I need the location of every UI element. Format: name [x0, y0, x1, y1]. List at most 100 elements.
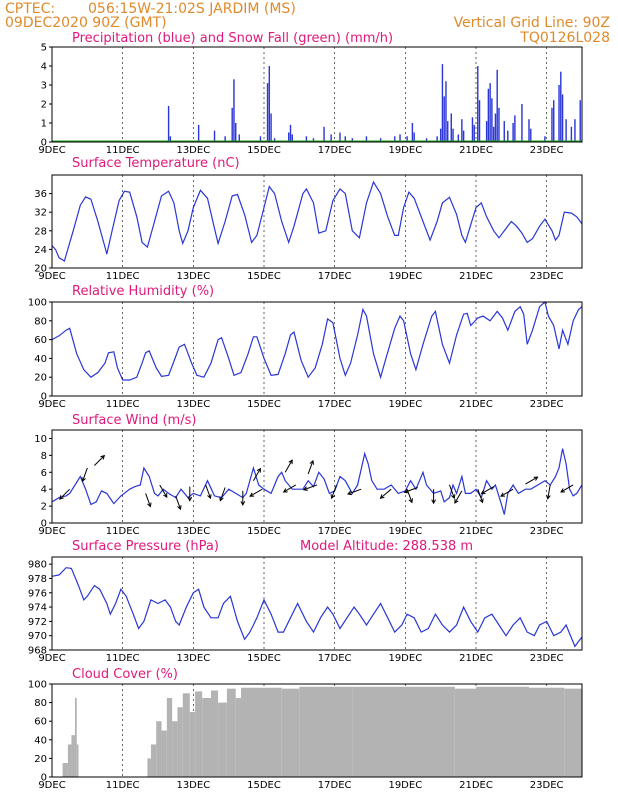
precip-bar — [494, 113, 497, 142]
cloud-ytick-label: 0 — [41, 773, 47, 784]
precip-bar — [213, 130, 216, 142]
temp-xtick-label: 23DEC — [530, 271, 564, 282]
cloud-xtick-label: 17DEC — [318, 780, 352, 791]
precip-bar — [498, 107, 500, 142]
precip-bar — [473, 124, 475, 142]
precip-bar — [394, 136, 396, 142]
temp-xtick-label: 15DEC — [247, 271, 281, 282]
cloud-frame — [51, 683, 583, 778]
precip-bar — [452, 128, 454, 142]
precip-ytick-label: 4 — [41, 62, 47, 73]
precip-bar — [462, 130, 465, 142]
precip-bar — [288, 132, 290, 142]
cloud-bar — [177, 707, 183, 777]
rh-ytick-label: 60 — [34, 335, 47, 346]
pressure-xtick-label: 9DEC — [38, 653, 65, 664]
wind-arrow — [175, 495, 181, 510]
wind-xtick-label: 15DEC — [247, 526, 281, 537]
cloud-bar — [454, 688, 476, 777]
precip-bar — [461, 119, 463, 142]
cloud-xtick-label: 13DEC — [176, 780, 210, 791]
wind-arrow-head — [240, 501, 246, 506]
wind-arrow-head — [100, 454, 106, 460]
cloud-bar — [218, 702, 227, 777]
header-grid-note: Vertical Grid Line: 90Z — [454, 15, 610, 31]
pressure-ytick-label: 978 — [28, 574, 47, 585]
wind-arrow — [454, 490, 463, 504]
wind-ytick-label: 0 — [41, 519, 47, 530]
temp-ytick-label: 20 — [34, 264, 47, 275]
header-location: 056:15W-21:02S JARDIM (MS) — [88, 1, 296, 17]
precip-ytick-label: 2 — [41, 100, 47, 111]
precip-bar — [231, 107, 233, 142]
precip-bar — [291, 134, 293, 142]
precip-panel: Precipitation (blue) and Snow Fall (gree… — [38, 31, 583, 156]
pressure-annotation: Model Altitude: 288.538 m — [300, 539, 473, 554]
cloud-xtick-label: 9DEC — [38, 780, 65, 791]
wind-arrow — [219, 487, 226, 501]
wind-title: Surface Wind (m/s) — [72, 413, 196, 428]
precip-bar — [305, 136, 308, 142]
wind-arrow — [331, 484, 337, 499]
precip-bar — [574, 119, 576, 142]
cloud-bar — [156, 721, 162, 777]
precip-bar — [273, 138, 276, 142]
wind-arrow — [303, 484, 318, 491]
rh-xtick-label: 21DEC — [459, 399, 493, 410]
rh-ytick-label: 80 — [34, 316, 47, 327]
cloud-ytick-label: 100 — [28, 680, 47, 691]
cloud-ytick-label: 60 — [34, 717, 47, 728]
wind-arrow-head — [288, 459, 293, 465]
precip-bar — [544, 136, 546, 142]
cloud-panel: Cloud Cover (%) 0 20 40 60 80 100 9DEC 11DEC 13DE… — [28, 667, 583, 791]
cloud-xtick-label: 23DEC — [530, 780, 564, 791]
precip-bar — [553, 100, 555, 142]
pressure-title: Surface Pressure (hPa) — [72, 539, 219, 554]
pressure-xtick-label: 23DEC — [530, 653, 564, 664]
wind-line — [51, 448, 583, 515]
precip-bar — [450, 113, 452, 142]
wind-ytick-label: 2 — [41, 502, 47, 513]
precip-title: Precipitation (blue) and Snow Fall (gree… — [72, 31, 393, 46]
cloud-bar — [150, 744, 157, 777]
rh-xtick-label: 11DEC — [106, 399, 140, 410]
pressure-ytick-label: 972 — [28, 617, 47, 628]
precip-bar — [167, 105, 170, 142]
precip-bar — [491, 98, 493, 142]
cloud-xtick-label: 11DEC — [106, 780, 140, 791]
rh-ytick-label: 0 — [41, 392, 47, 403]
wind-arrow — [205, 484, 211, 499]
precip-bar — [579, 100, 581, 142]
rh-ytick-label: 100 — [28, 298, 47, 309]
precip-bar — [478, 100, 481, 142]
rh-xtick-label: 15DEC — [247, 399, 281, 410]
wind-arrow-head — [500, 492, 505, 497]
cloud-bar — [235, 697, 242, 777]
rh-ytick-label: 20 — [34, 373, 47, 384]
wind-arrow — [560, 484, 574, 493]
precip-bar — [561, 94, 564, 142]
pressure-panel: Surface Pressure (hPa) Model Altitude: 28… — [28, 539, 583, 664]
wind-arrow-head — [59, 495, 64, 500]
wind-arrow-head — [219, 496, 224, 502]
cloud-xtick-label: 19DEC — [388, 780, 422, 791]
wind-arrow — [59, 488, 71, 500]
cloud-bar — [74, 697, 77, 777]
rh-line — [51, 300, 583, 381]
precip-bar — [530, 128, 532, 142]
wind-arrow-head — [379, 494, 385, 499]
precip-bar — [471, 117, 474, 142]
wind-ytick-label: 8 — [41, 451, 47, 462]
wind-xtick-label: 13DEC — [176, 526, 210, 537]
cloud-bar — [529, 687, 565, 777]
wind-xtick-label: 23DEC — [530, 526, 564, 537]
pressure-ytick-label: 968 — [28, 646, 47, 657]
wind-arrow-head — [249, 492, 255, 497]
wind-arrow-head — [177, 505, 182, 511]
rh-ytick-label: 40 — [34, 354, 47, 365]
precip-xtick-label: 15DEC — [247, 145, 281, 156]
precip-bar — [565, 119, 567, 142]
wind-arrow-head — [450, 494, 456, 500]
pressure-frame — [51, 556, 583, 651]
rh-xtick-label: 23DEC — [530, 399, 564, 410]
